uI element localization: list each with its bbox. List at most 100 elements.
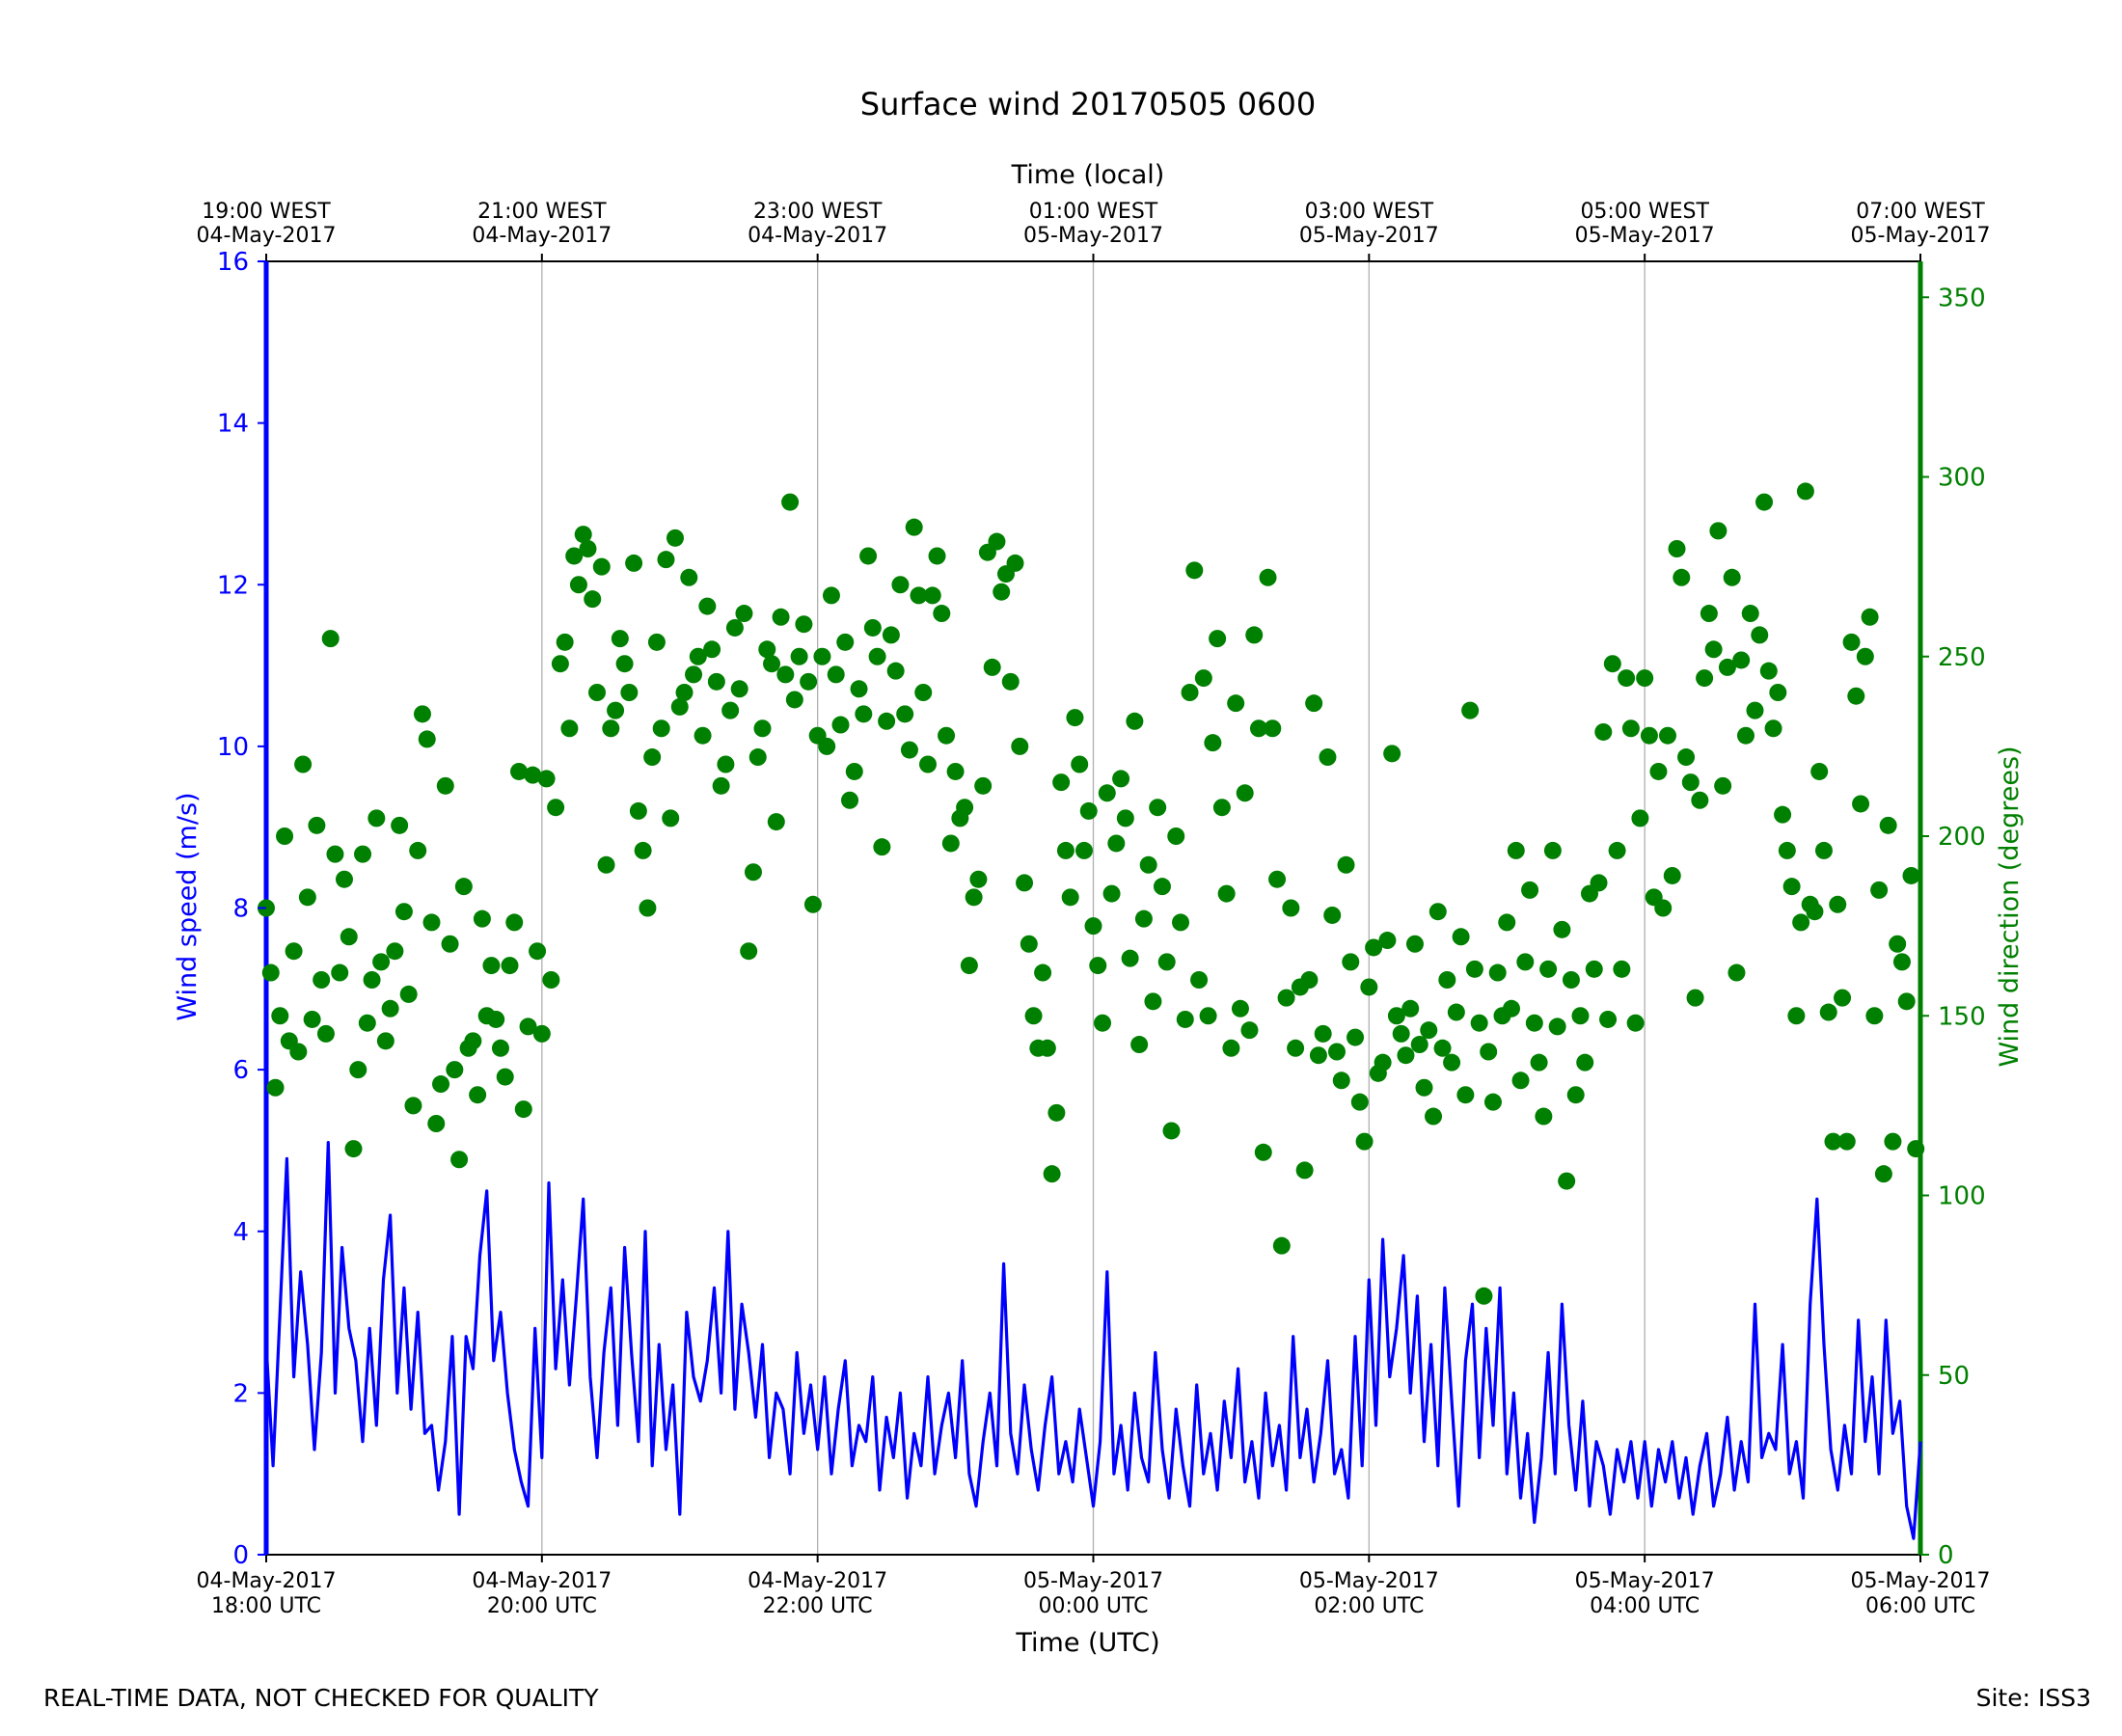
wind-direction-point [1626,1014,1645,1032]
wind-direction-point [1782,878,1801,896]
wind-direction-point [1075,841,1093,859]
wind-direction-point [358,1014,376,1032]
wind-direction-point [652,719,670,738]
wind-direction-point [1130,1036,1149,1054]
wind-direction-point [542,971,560,989]
wind-direction-point [859,547,878,565]
wind-direction-point [1673,568,1691,586]
wind-direction-point [1079,801,1098,820]
wind-direction-point [1295,1161,1314,1180]
wind-direction-point [1723,568,1741,586]
wind-direction-point [827,665,845,684]
wind-direction-point [367,809,386,827]
wind-direction-point [1856,647,1874,665]
wind-direction-point [1553,920,1571,938]
wind-direction-point [753,719,772,738]
wind-direction-point [551,655,569,673]
wind-direction-point [1360,978,1378,996]
wind-direction-point [1250,719,1267,738]
y-tick-label: 8 [232,895,249,924]
wind-direction-point [657,551,675,569]
wind-direction-point [1277,989,1295,1007]
x2-tick-label-date: 05-May-2017 [1575,224,1715,248]
wind-direction-point [1212,799,1231,817]
wind-direction-point [1098,784,1116,802]
wind-direction-point [790,647,808,665]
wind-direction-point [482,957,501,975]
wind-direction-point [1889,935,1907,953]
y-tick-label: 0 [232,1541,249,1570]
wind-direction-point [974,776,993,795]
wind-direction-point [1861,608,1879,626]
wind-direction-point [1447,1003,1465,1021]
x-axis-label: Time (UTC) [1015,1628,1159,1658]
wind-direction-point [1507,841,1525,859]
wind-direction-point [1194,669,1212,688]
wind-direction-point [1144,992,1162,1011]
wind-direction-point [1806,903,1824,921]
wind-direction-point [900,741,918,759]
wind-direction-point [1240,1021,1259,1040]
y-tick-label: 4 [232,1218,249,1247]
wind-direction-point [670,697,689,716]
wind-direction-point [969,870,988,888]
wind-direction-point [565,547,584,565]
wind-direction-point [1608,841,1626,859]
wind-direction-point [1365,938,1383,957]
wind-direction-point [1374,1053,1392,1071]
wind-direction-point [905,518,923,536]
wind-direction-point [1585,960,1603,978]
wind-direction-point [800,672,818,691]
x-tick-label-date: 05-May-2017 [1299,1569,1439,1593]
wind-direction-point [1837,1132,1856,1151]
wind-direction-point [1613,960,1631,978]
wind-direction-point [1392,1024,1410,1043]
wind-direction-point [1425,1107,1443,1126]
wind-direction-point [1475,1287,1493,1305]
wind-direction-point [1691,791,1709,809]
wind-direction-point [941,834,960,853]
wind-direction-point [1636,669,1654,688]
wind-direction-point [372,953,391,971]
wind-direction-point [1539,960,1558,978]
wind-direction-point [569,576,587,594]
wind-direction-point [1254,1143,1272,1161]
wind-direction-point [1020,935,1038,953]
wind-direction-point [763,655,781,673]
wind-direction-point [1176,1010,1194,1028]
wind-direction-point [1061,888,1079,907]
wind-direction-point [1024,1007,1043,1025]
wind-direction-point [501,957,519,975]
wind-direction-point [1566,1086,1585,1104]
wind-direction-point [1272,1236,1291,1255]
wind-direction-point [1483,1093,1502,1111]
wind-direction-point [491,1039,509,1057]
wind-direction-point [1755,493,1774,511]
wind-direction-point [399,985,418,1003]
wind-direction-point [1521,881,1539,899]
wind-direction-point [588,684,606,701]
wind-direction-point [261,963,280,982]
x2-axis-label: Time (local) [1011,160,1165,190]
wind-direction-point [289,1043,308,1061]
wind-direction-point [625,554,643,572]
wind-direction-point [698,597,717,615]
wind-direction-point [1452,928,1470,946]
wind-direction-point [326,845,344,863]
x-tick-label-time: 04:00 UTC [1590,1594,1700,1618]
y-tick-label: 16 [217,248,249,277]
wind-direction-point [1470,1014,1488,1032]
wind-direction-point [505,913,524,932]
wind-direction-point [1443,1053,1461,1071]
wind-direction-point [294,755,313,773]
wind-direction-point [707,672,725,691]
wind-direction-point [1001,672,1020,691]
wind-direction-point [436,776,454,795]
wind-direction-point [422,913,441,932]
wind-direction-point [965,888,983,907]
wind-direction-point [1576,1053,1594,1071]
wind-direction-point [537,770,556,788]
wind-direction-point [409,841,427,859]
wind-direction-point [1305,694,1323,713]
